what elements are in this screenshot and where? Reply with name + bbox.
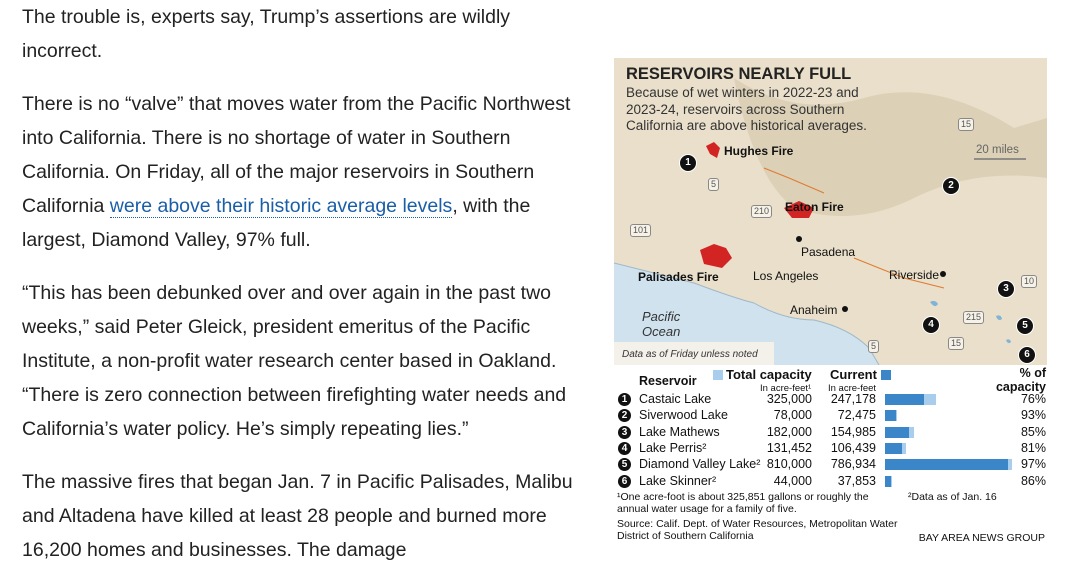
row-number: 6: [618, 474, 631, 488]
highway-shield: 15: [958, 118, 975, 131]
current-bar: [885, 426, 910, 438]
graphic-title: RESERVOIRS NEARLY FULL: [626, 65, 852, 83]
table-header-unit: In acre-feet¹: [760, 383, 812, 394]
link[interactable]: were above their historic average levels: [109, 195, 453, 218]
table-header: % of capacity: [995, 366, 1046, 394]
layout: [712, 301, 720, 309]
current-bar: [885, 394, 924, 405]
map-marker: 5: [1016, 317, 1034, 335]
paragraph: The massive fires that began Jan. 7 in P…: [22, 471, 573, 561]
graphic-subtitle: Because of wet winters in 2022-23 and 20…: [626, 85, 867, 133]
source: Source: Calif. Dept. of Water Resources,…: [617, 518, 898, 542]
current: 106,439: [830, 440, 876, 455]
map-label: Los Angeles: [753, 269, 819, 283]
current: 154,985: [830, 424, 876, 439]
table-header: Reservoir: [639, 374, 697, 388]
reservoir-name: Castaic Lake: [639, 392, 712, 406]
map-label: Pacific Ocean: [642, 309, 681, 339]
total-capacity: 131,452: [766, 440, 812, 455]
legend-swatch: [881, 370, 891, 380]
table-header: Total capacity: [726, 367, 812, 382]
current-bar: [885, 442, 902, 454]
credit: BAY AREA NEWS GROUP: [918, 532, 1045, 544]
reservoir-name: Diamond Valley Lake²: [639, 457, 761, 472]
total-capacity: 44,000: [773, 473, 812, 488]
current-bar: [885, 475, 891, 487]
pct-capacity: 81%: [1020, 440, 1046, 455]
reservoir-name: Lake Skinner²: [639, 473, 717, 488]
row-number: 3: [618, 425, 631, 439]
current-bar: [885, 459, 1009, 471]
row-number: 2: [618, 409, 631, 423]
map-marker: 2: [942, 177, 960, 195]
current-bar: [885, 410, 897, 422]
row-number: 5: [618, 458, 631, 472]
total-capacity: 810,000: [766, 457, 812, 472]
pct-capacity: 86%: [1020, 473, 1046, 488]
total-capacity: 325,000: [766, 392, 812, 406]
total-capacity: 182,000: [766, 424, 812, 439]
current: 72,475: [837, 408, 876, 423]
current: 786,934: [830, 457, 876, 472]
paragraph: There is no “valve” that moves water fro…: [22, 87, 587, 257]
row-number: 1: [618, 393, 631, 406]
map-label: Palisades Fire: [638, 270, 719, 284]
article: The trouble is, experts say, Trump’s ass…: [22, 0, 587, 586]
reservoir-name: Lake Mathews: [639, 424, 720, 439]
paragraph: The trouble is, experts say, Trump’s ass…: [22, 6, 511, 62]
text: There is no “valve” that moves water fro…: [22, 93, 571, 217]
row-number: 4: [618, 441, 631, 455]
paragraph: “This has been debunked over and over ag…: [22, 282, 567, 440]
table-header: Current: [830, 367, 877, 382]
legend-swatch: [713, 370, 723, 380]
reservoir-name: Siverwood Lake: [639, 408, 728, 423]
map-marker: 1: [679, 154, 697, 172]
highway-shield: 15: [948, 337, 965, 350]
footnote: ¹One acre-foot is about 325,851 gallons …: [617, 491, 869, 515]
city-dot: [796, 236, 802, 242]
map-note: Data as of Friday unless noted: [622, 349, 758, 360]
map-marker: 4: [922, 316, 940, 334]
current: 247,178: [830, 392, 876, 406]
map-marker: 3: [997, 280, 1015, 298]
map-label: Pasadena: [801, 245, 856, 259]
map-label: Anaheim: [790, 303, 838, 317]
highway-shield: 210: [751, 205, 773, 218]
pct-capacity: 97%: [1020, 457, 1046, 472]
map-label: Eaton Fire: [785, 200, 844, 214]
highway-shield: 5: [868, 340, 880, 353]
reservoir-name: Lake Perris²: [639, 440, 707, 455]
highway-shield: 10: [1021, 275, 1038, 288]
city-dot: [940, 271, 946, 277]
total-capacity: 78,000: [773, 408, 812, 423]
pct-capacity: 76%: [1020, 392, 1046, 406]
map-label: Riverside: [889, 268, 940, 282]
pct-capacity: 93%: [1020, 408, 1046, 423]
current: 37,853: [837, 473, 876, 488]
highway-shield: 5: [708, 178, 720, 191]
footnote: ²Data as of Jan. 16: [908, 491, 997, 503]
highway-shield: 101: [630, 224, 652, 237]
map-marker: 6: [1018, 346, 1036, 364]
highway-shield: 215: [963, 311, 985, 324]
text: , with the largest, Diamond Valley, 97% …: [22, 195, 531, 251]
pct-capacity: 85%: [1020, 424, 1046, 439]
map-label: Hughes Fire: [724, 144, 794, 158]
city-dot: [842, 306, 848, 312]
page: The trouble is, experts say, Trump’s ass…: [22, 6, 1047, 561]
infographic: RESERVOIRS NEARLY FULL Because of wet wi…: [614, 58, 1047, 548]
table-header-unit: In acre-feet: [828, 383, 877, 394]
scale-label: 20 miles: [976, 144, 1019, 156]
